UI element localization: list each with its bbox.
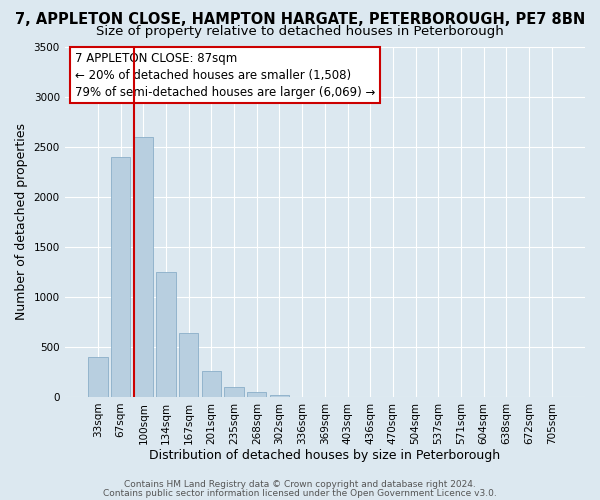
Text: 7 APPLETON CLOSE: 87sqm
← 20% of detached houses are smaller (1,508)
79% of semi: 7 APPLETON CLOSE: 87sqm ← 20% of detache… <box>75 52 376 99</box>
Y-axis label: Number of detached properties: Number of detached properties <box>15 123 28 320</box>
Bar <box>247 392 266 397</box>
Bar <box>202 371 221 397</box>
Bar <box>270 395 289 397</box>
Text: Contains HM Land Registry data © Crown copyright and database right 2024.: Contains HM Land Registry data © Crown c… <box>124 480 476 489</box>
Text: Size of property relative to detached houses in Peterborough: Size of property relative to detached ho… <box>96 25 504 38</box>
Bar <box>157 272 176 397</box>
Bar <box>224 387 244 397</box>
Bar <box>179 333 199 397</box>
X-axis label: Distribution of detached houses by size in Peterborough: Distribution of detached houses by size … <box>149 450 500 462</box>
Text: Contains public sector information licensed under the Open Government Licence v3: Contains public sector information licen… <box>103 488 497 498</box>
Bar <box>88 357 107 397</box>
Bar <box>134 136 153 397</box>
Text: 7, APPLETON CLOSE, HAMPTON HARGATE, PETERBOROUGH, PE7 8BN: 7, APPLETON CLOSE, HAMPTON HARGATE, PETE… <box>15 12 585 28</box>
Bar <box>111 156 130 397</box>
